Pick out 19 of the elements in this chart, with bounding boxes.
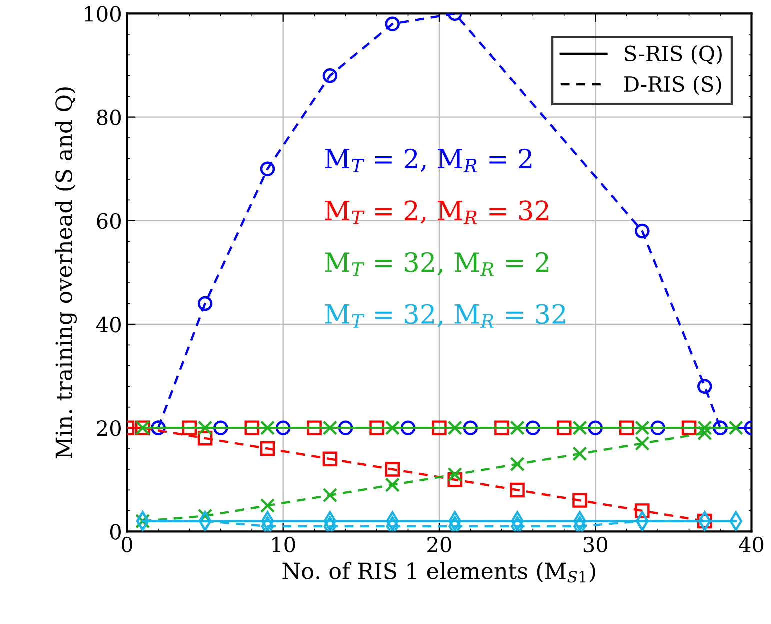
y-tick-label: 100 xyxy=(85,6,121,22)
x-tick-label: 0 xyxy=(122,536,132,553)
y-axis-title: Min. training overhead (S and Q) xyxy=(55,88,78,458)
series-label: M$_{T}$ = 2, M$_{R}$ = 2 xyxy=(325,148,532,173)
text: M$_{T}$ = 32, M$_{R}$ = 2 xyxy=(325,252,548,276)
y-tick-label: 80 xyxy=(97,110,121,126)
annotation: D-RIS (S) xyxy=(624,76,722,96)
x-tick-label: 40 xyxy=(739,536,764,553)
x-tick-label: 20 xyxy=(428,536,452,553)
x-tick-label: 30 xyxy=(584,536,608,553)
y-tick-label: 20 xyxy=(97,420,121,436)
y-tick-label: 0 xyxy=(110,524,121,540)
x-tick-label: 10 xyxy=(272,536,296,553)
y-tick-label: 60 xyxy=(97,213,121,230)
text: M$_{T}$ = 32, M$_{R}$ = 32 xyxy=(325,304,566,328)
y-tick-label: 40 xyxy=(96,316,121,333)
x-axis-title: No. of RIS 1 elements (M$_{S1}$) xyxy=(282,562,596,583)
annotation: S-RIS (Q) xyxy=(625,45,722,65)
text: M$_{T}$ = 2, M$_{R}$ = 32 xyxy=(325,200,548,224)
